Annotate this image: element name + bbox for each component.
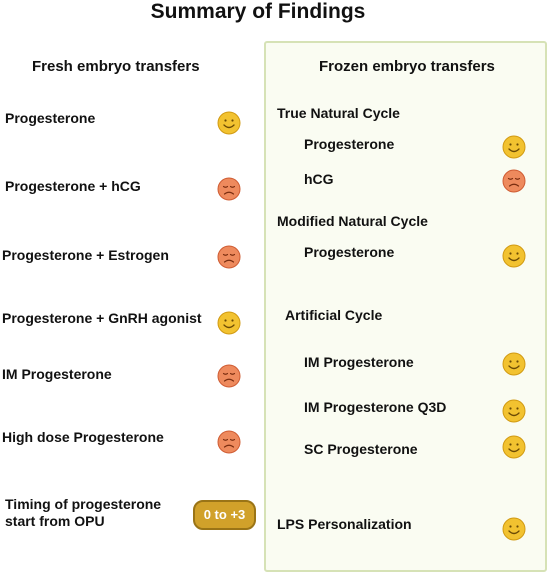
frozen-item-label: hCG [304, 171, 334, 187]
frozen-panel [264, 41, 547, 572]
fresh-item-label: Progesterone + GnRH agonist [2, 310, 202, 326]
fresh-heading: Fresh embryo transfers [32, 58, 200, 75]
lps-personalization-label: LPS Personalization [277, 516, 412, 532]
happy-face-icon [217, 111, 241, 135]
timing-label-line1: Timing of progesterone [5, 496, 162, 512]
frozen-item-label: IM Progesterone [304, 354, 414, 370]
timing-label-line2: start from OPU [5, 513, 105, 529]
sad-face-icon [217, 177, 241, 201]
happy-face-icon [502, 135, 526, 159]
frozen-item-label: SC Progesterone [304, 441, 418, 457]
frozen-item-label: Progesterone [304, 244, 395, 260]
sad-face-icon [502, 169, 526, 193]
happy-face-icon [502, 244, 526, 268]
fresh-item-label: IM Progesterone [2, 366, 112, 382]
happy-face-icon [502, 435, 526, 459]
sad-face-icon [217, 430, 241, 454]
fresh-item-label: Progesterone [5, 110, 96, 126]
fresh-item-label: Progesterone + hCG [5, 178, 141, 194]
timing-range-badge: 0 to +3 [193, 500, 256, 530]
sad-face-icon [217, 364, 241, 388]
group-heading-artificial-cycle: Artificial Cycle [285, 307, 383, 323]
frozen-item-label: Progesterone [304, 136, 395, 152]
group-heading-true-natural-cycle: True Natural Cycle [277, 105, 400, 121]
fresh-item-label: Progesterone + Estrogen [2, 247, 169, 263]
group-heading-modified-natural-cycle: Modified Natural Cycle [277, 213, 428, 229]
sad-face-icon [217, 245, 241, 269]
fresh-item-label: High dose Progesterone [2, 429, 164, 445]
happy-face-icon [217, 311, 241, 335]
frozen-item-label: IM Progesterone Q3D [304, 399, 447, 415]
happy-face-icon [502, 517, 526, 541]
page-title: Summary of Findings [150, 0, 366, 23]
frozen-heading: Frozen embryo transfers [319, 58, 495, 75]
happy-face-icon [502, 399, 526, 423]
happy-face-icon [502, 352, 526, 376]
